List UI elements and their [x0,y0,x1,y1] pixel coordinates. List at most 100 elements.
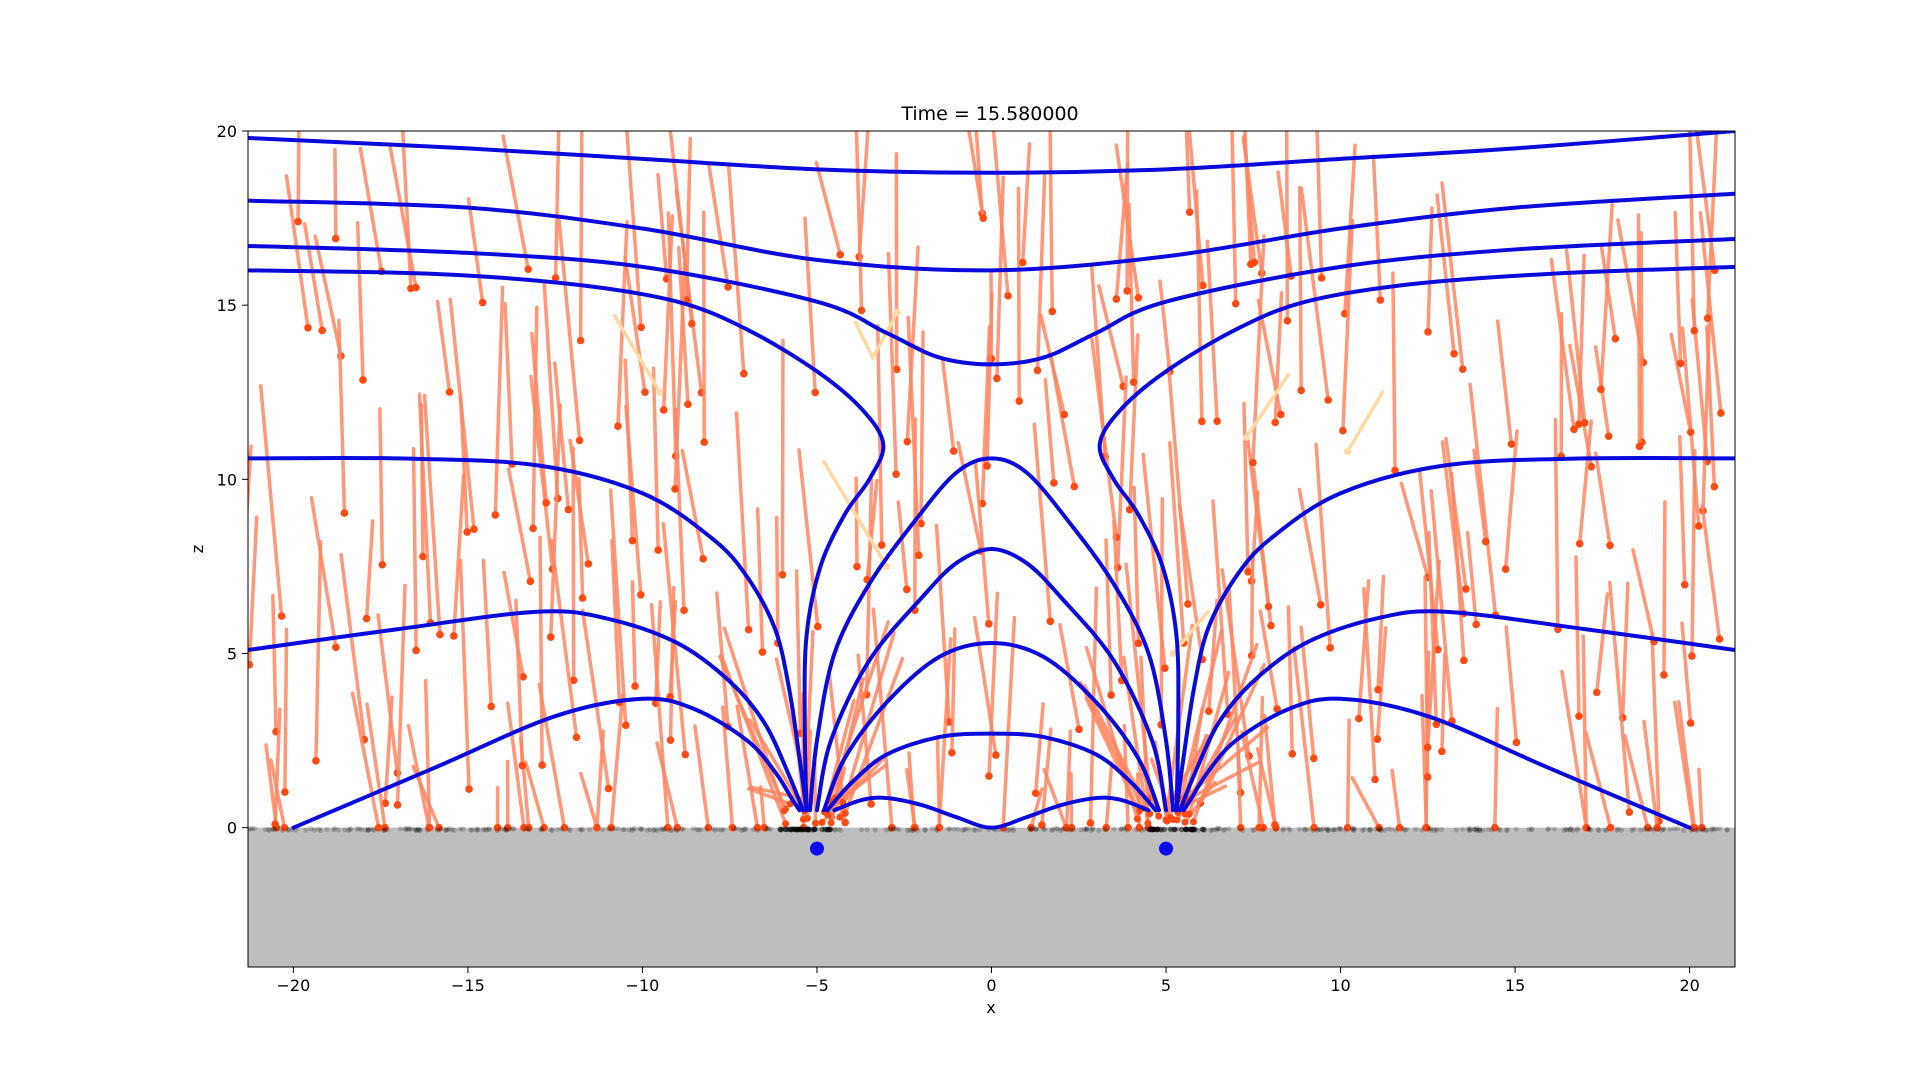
surface-particle [1111,826,1117,832]
particle-trail [1104,761,1114,830]
particle-head [1250,258,1259,267]
surface-particle [712,827,718,833]
surface-particle [1027,826,1033,832]
particle-trail [1680,621,1693,725]
surface-particle [891,826,897,832]
surface-particle [579,826,586,832]
surface-particle [1214,825,1220,832]
particle-head [1144,819,1152,827]
surface-particle [1655,826,1661,832]
surface-particle [1029,825,1035,832]
particle-trail [905,768,917,830]
particle-trail [1016,186,1021,403]
particle-head [1107,691,1115,699]
particle-head [1102,823,1111,832]
surface-particle [1368,826,1374,832]
particle-trail [580,608,611,791]
particle-trail [577,476,585,600]
surface-particle [506,826,512,832]
surface-particle [661,826,667,832]
particle-head [1374,685,1382,694]
surface-particle [1042,826,1048,832]
particle-head [1283,317,1292,325]
surface-particle [1209,827,1215,833]
particle-head [1575,420,1583,429]
particle-head [331,234,340,243]
surface-particle [1631,826,1637,832]
particle-trail [314,540,323,763]
surface-particle [1637,827,1643,833]
particle-trail [1299,186,1330,402]
surface-particle [460,826,466,832]
surface-particle [626,827,632,833]
particle-head [983,462,991,470]
surface-particle [501,826,508,832]
surface-particle [1237,826,1243,832]
particle-head [1273,705,1281,713]
particle-trail [1650,632,1661,823]
faint-particle-trail [612,313,662,394]
particle-trail [865,478,879,582]
particle-trail [1599,245,1618,341]
particle-trail [1672,700,1696,830]
particle-head [780,807,788,815]
particle-trail [1705,131,1719,320]
surface-particle [1504,827,1510,833]
surface-particle [904,827,911,833]
y-axis-label: z [188,545,207,553]
surface-particle [945,826,952,832]
particle-head [985,620,993,628]
particle-head [641,388,649,396]
surface-particle [249,825,256,832]
particle-head [684,400,692,409]
particle-head [503,823,512,832]
field-lines-layer [248,131,1735,830]
particle-trail [1043,377,1056,485]
particle-trail [623,255,647,394]
particle-trail [1577,419,1593,546]
surface-particle [914,827,920,833]
particle-head [607,823,616,832]
surface-particle [548,827,554,833]
surface-particle [731,826,737,832]
surface-particle [654,827,661,833]
particle-trail [1183,784,1228,808]
particle-head [1391,466,1399,475]
surface-particle [1215,825,1221,832]
particle-trail [493,285,505,517]
surface-particle [1378,827,1384,833]
surface-particle [473,827,479,833]
surface-particle [1367,827,1373,833]
surface-particle [1361,826,1367,832]
field-line [807,456,1176,813]
particle-head [1236,823,1245,832]
field-line [248,609,806,813]
surface-particle [538,827,545,833]
particle-head [1213,417,1221,425]
surface-particle [1724,827,1730,833]
particle-trail [701,210,706,444]
surface-particle [1402,827,1408,833]
particle-head [621,721,630,730]
surface-particle [482,826,488,833]
surface-particle [887,826,893,832]
particle-trail [1299,625,1316,761]
particle-trail [506,701,526,830]
surface-particle [1161,826,1168,833]
surface-particle [620,827,626,833]
surface-particle [1545,826,1551,832]
surface-particle [1352,826,1358,832]
surface-particle [1301,826,1307,832]
particle-head [487,702,496,711]
surface-particle [416,826,422,832]
surface-particle [638,826,644,832]
surface-particle [1433,827,1440,833]
surface-particle [279,827,286,833]
particle-head [888,823,896,832]
surface-particle [797,826,803,833]
surface-particle [835,826,842,832]
particle-head [1690,326,1699,335]
surface-particle [397,826,403,832]
particle-trail [531,305,539,531]
